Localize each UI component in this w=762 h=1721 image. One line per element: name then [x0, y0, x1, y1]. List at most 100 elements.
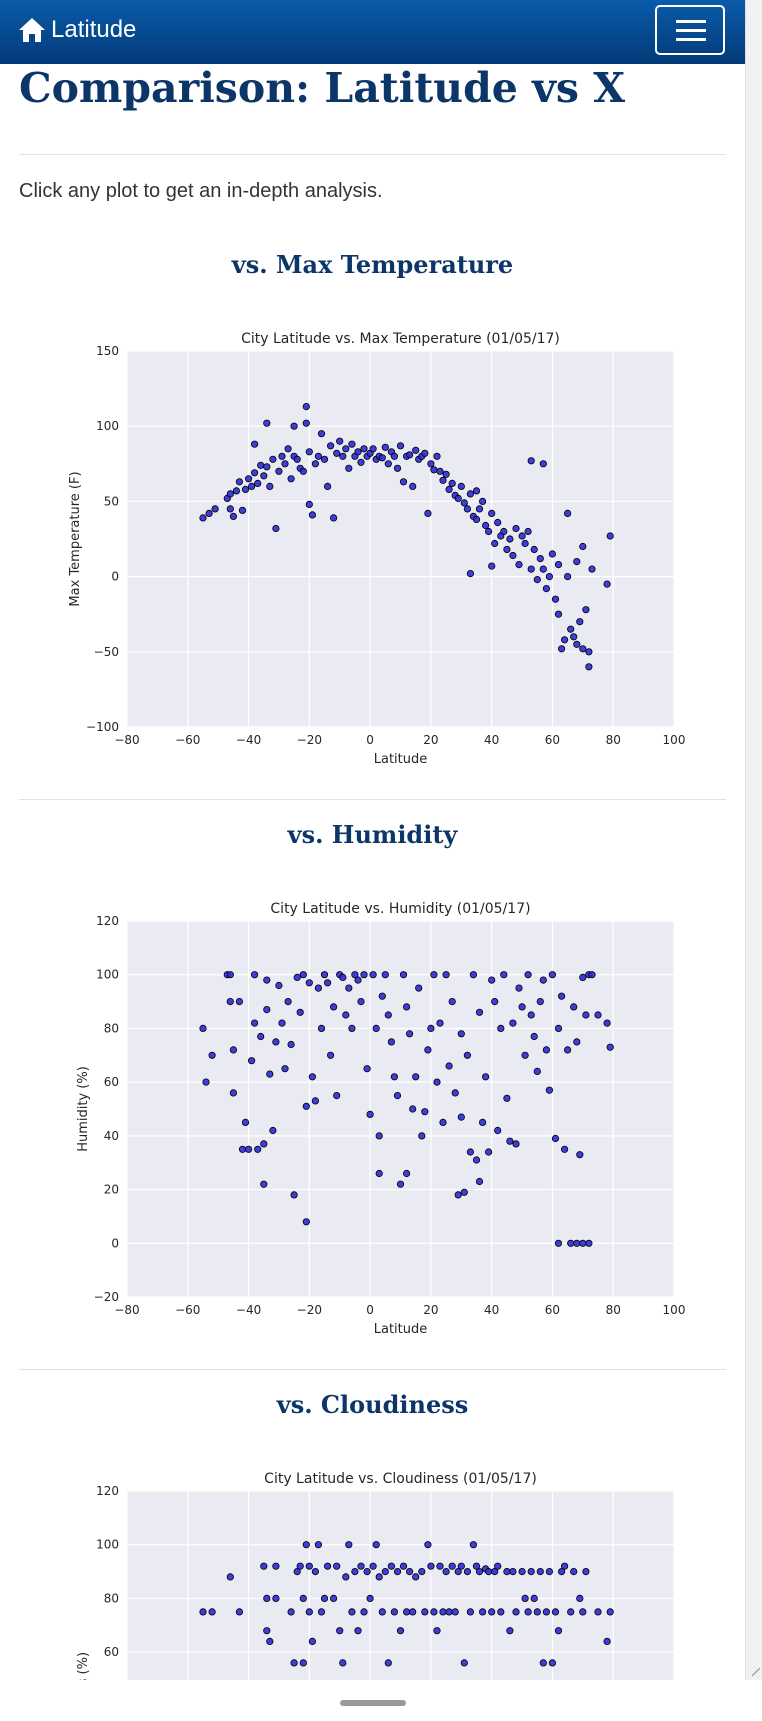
data-point: [299, 1659, 307, 1667]
data-point: [317, 1024, 326, 1032]
data-point: [326, 442, 335, 450]
home-indicator[interactable]: [340, 1700, 406, 1706]
data-point: [390, 452, 398, 460]
data-point: [457, 482, 465, 490]
data-point: [488, 562, 496, 570]
data-point: [287, 475, 295, 483]
data-point: [235, 1608, 243, 1616]
browser-viewport: Latitude Comparison: Latitude vs X Click…: [0, 0, 745, 1680]
vertical-scrollbar[interactable]: [745, 0, 762, 1680]
data-point: [381, 1568, 389, 1576]
data-point: [384, 1659, 392, 1667]
data-point: [235, 478, 243, 486]
data-point: [293, 455, 301, 463]
data-point: [199, 1608, 207, 1616]
data-point: [560, 1145, 569, 1153]
data-point: [521, 1594, 529, 1602]
section-heading-humidity: vs. Humidity: [287, 820, 458, 849]
data-point: [393, 1568, 402, 1576]
data-point: [412, 446, 420, 454]
y-tick-label: 150: [96, 344, 119, 358]
data-point: [442, 1568, 450, 1576]
data-point: [445, 485, 453, 493]
data-point: [296, 1562, 304, 1570]
data-point: [579, 1608, 587, 1616]
data-point: [336, 1627, 344, 1635]
data-points: [199, 1541, 614, 1667]
data-point: [497, 1608, 505, 1616]
page-title: Comparison: Latitude vs X: [19, 64, 626, 112]
data-point: [515, 984, 523, 992]
brand-link[interactable]: Latitude: [18, 12, 136, 48]
data-point: [302, 1102, 310, 1110]
data-point: [402, 1003, 411, 1011]
data-point: [430, 1608, 438, 1616]
data-point: [375, 1132, 383, 1140]
data-point: [594, 1608, 602, 1616]
y-tick-label: 80: [104, 1591, 119, 1605]
data-point: [308, 1073, 316, 1081]
data-point: [293, 973, 301, 982]
data-point: [296, 1008, 304, 1016]
data-point: [469, 971, 477, 979]
data-point: [457, 1562, 465, 1570]
data-point: [248, 1057, 256, 1065]
data-point: [567, 1608, 575, 1616]
x-tick-label: 0: [366, 733, 374, 747]
data-point: [460, 1188, 468, 1196]
data-point: [509, 551, 517, 560]
data-point: [463, 505, 471, 513]
data-point: [245, 475, 253, 483]
chart-max-temperature[interactable]: City Latitude vs. Max Temperature (01/05…: [59, 314, 699, 764]
section-heading-cloudiness: vs. Cloudiness: [276, 1390, 469, 1419]
data-point: [475, 1177, 484, 1186]
chart-humidity[interactable]: City Latitude vs. Humidity (01/05/17) −20…: [59, 884, 699, 1334]
data-point: [527, 565, 535, 573]
data-point: [491, 539, 499, 548]
y-tick-label: 60: [104, 1075, 119, 1089]
data-point: [205, 509, 213, 517]
data-point: [563, 572, 572, 581]
data-point: [585, 1239, 593, 1247]
data-point: [372, 1024, 380, 1032]
x-tick-label: 40: [484, 1303, 499, 1317]
data-point: [305, 1608, 313, 1616]
data-point: [348, 440, 356, 448]
data-point: [454, 494, 462, 502]
data-point: [588, 565, 596, 573]
data-point: [287, 1040, 295, 1049]
data-point: [302, 403, 310, 411]
x-tick-label: 20: [423, 1303, 438, 1317]
data-point: [266, 1070, 274, 1078]
data-point: [281, 460, 289, 468]
data-point: [491, 998, 499, 1006]
data-point: [573, 558, 581, 566]
data-point: [436, 1562, 444, 1570]
x-tick-label: −80: [114, 733, 139, 747]
data-point: [484, 1568, 493, 1576]
data-point: [570, 1003, 578, 1011]
navbar-toggle-button[interactable]: [655, 5, 725, 55]
data-point: [472, 1562, 481, 1570]
data-point: [536, 555, 544, 563]
data-point: [378, 454, 386, 462]
data-point: [567, 625, 575, 633]
data-point: [454, 1568, 462, 1576]
y-tick-label: −50: [94, 645, 119, 659]
data-point: [348, 1608, 356, 1616]
data-point: [238, 506, 247, 514]
data-point: [466, 569, 474, 578]
x-tick-label: −20: [297, 733, 322, 747]
data-point: [560, 636, 569, 644]
data-point: [311, 460, 319, 468]
y-tick-label: 100: [96, 419, 119, 433]
chart-cloudiness[interactable]: City Latitude vs. Cloudiness (01/05/17) 6…: [59, 1454, 699, 1680]
data-point: [494, 518, 502, 527]
data-point: [542, 1046, 550, 1054]
data-point: [354, 448, 362, 456]
data-point: [530, 1032, 538, 1041]
data-point: [421, 1108, 429, 1116]
data-point: [272, 1038, 280, 1046]
data-point: [536, 1568, 544, 1576]
data-point: [251, 1019, 259, 1027]
